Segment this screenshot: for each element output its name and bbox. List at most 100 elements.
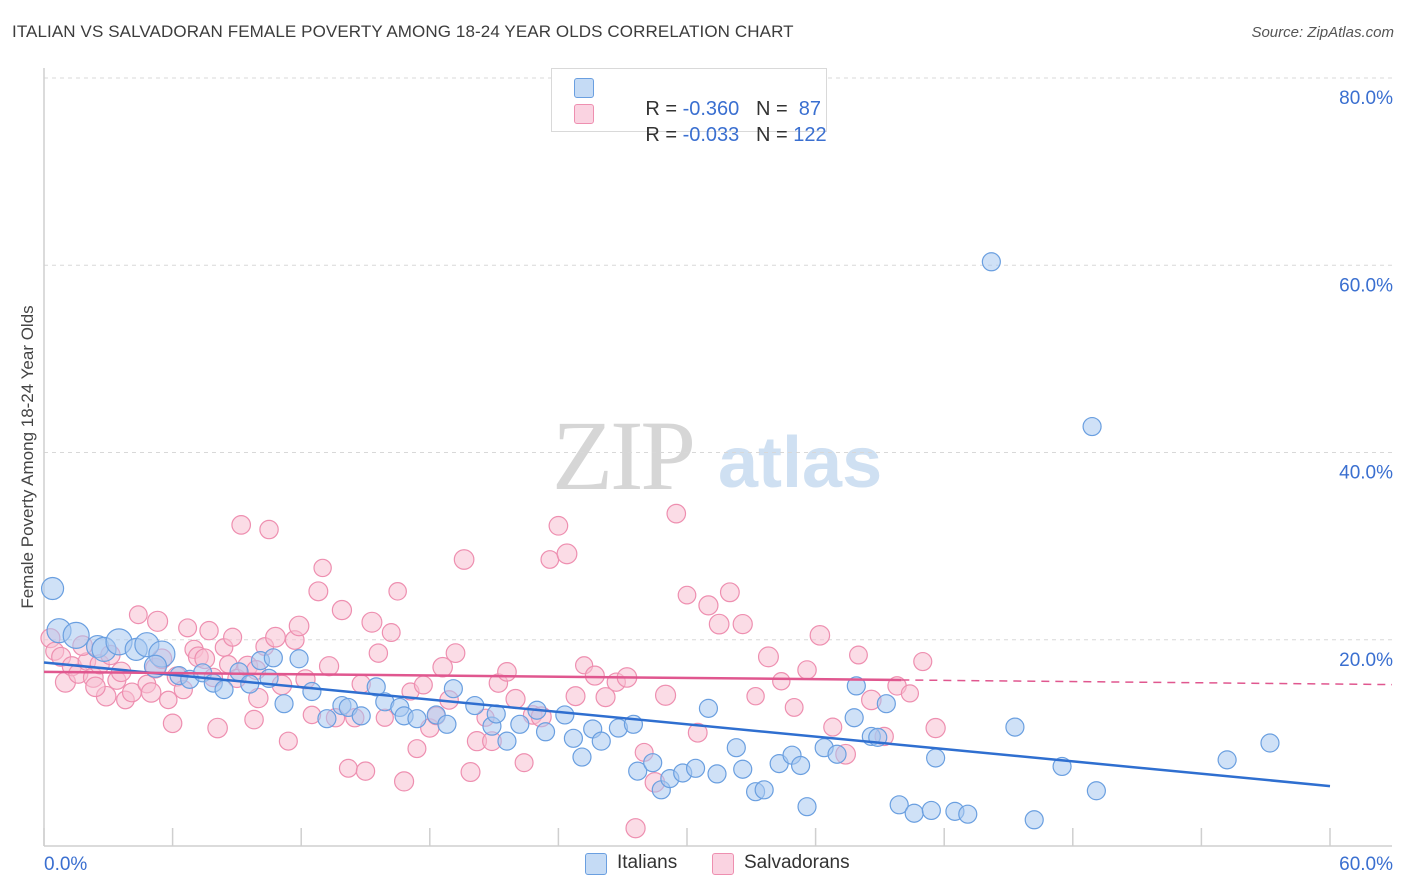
italian-point (407, 709, 427, 729)
italians-swatch (574, 78, 594, 98)
salvadoran-point (900, 684, 920, 703)
source-label: Source: ZipAtlas.com (1251, 24, 1394, 41)
italian-point (707, 764, 727, 784)
y-axis-title: Female Poverty Among 18-24 Year Olds (18, 305, 37, 608)
salvadoran-point (381, 623, 401, 643)
italian-point (889, 795, 909, 815)
italian-point (289, 649, 309, 669)
y-tick-label: 40.0% (1339, 463, 1393, 484)
salvadoran-point (407, 739, 427, 759)
salvadoran-point (505, 688, 526, 710)
italian-point (958, 804, 978, 824)
salvadoran-point (199, 620, 219, 641)
trend-lines (43, 661, 1393, 788)
italian-point (1024, 810, 1044, 830)
italian-point (563, 728, 584, 748)
italian-point (62, 621, 90, 649)
salvadoran-point (361, 611, 383, 633)
salvadoran-point (746, 686, 765, 706)
salvadoran-point (556, 543, 578, 565)
salvadoran-point (265, 626, 286, 648)
salvadorans-n-label: N = (755, 124, 794, 146)
salvadoran-point (288, 615, 310, 637)
italian-point (685, 758, 706, 778)
salvadoran-point (159, 690, 178, 710)
salvadoran-point (445, 643, 466, 664)
salvadoran-point (719, 582, 740, 603)
x-tick-label: 60.0% (1339, 854, 1393, 875)
salvadoran-point (375, 708, 394, 727)
salvadoran-point (388, 582, 407, 601)
salvadoran-point (231, 515, 252, 535)
italians-legend-swatch (585, 853, 607, 875)
italian-point (555, 705, 575, 725)
italian-point (726, 738, 746, 758)
salvadoran-point (178, 618, 198, 638)
italian-point (797, 797, 817, 817)
salvadoran-point (666, 503, 687, 524)
italian-point (733, 759, 753, 779)
salvadoran-point (259, 519, 279, 540)
italian-point (443, 679, 463, 699)
salvadoran-point (413, 675, 433, 695)
salvadoran-point (278, 731, 298, 751)
salvadoran-point (460, 762, 481, 783)
italian-point (535, 722, 556, 742)
salvadoran-point (595, 687, 616, 708)
salvadoran-point (162, 713, 183, 734)
italians-n-label: N = (755, 98, 794, 120)
axis-labels: 20.0% 40.0% 60.0% 80.0% 0.0% 60.0% Female Pove… (18, 88, 1393, 875)
salvadoran-point (432, 656, 453, 678)
salvadoran-point (497, 661, 517, 682)
correlation-legend: R = -0.360 N = 87 R = -0.033 N = 122 (551, 68, 827, 146)
salvadoran-point (708, 613, 730, 635)
salvadoran-point (584, 665, 605, 686)
y-tick-label: 60.0% (1339, 275, 1393, 296)
data-points (40, 252, 1280, 839)
salvadorans-r-value: -0.033 (682, 124, 740, 146)
chart-title: ITALIAN VS SALVADORAN FEMALE POVERTY AMO… (12, 22, 794, 41)
salvadoran-point (318, 656, 340, 677)
salvadoran-point (677, 585, 697, 605)
x-tick-label: 0.0% (44, 854, 87, 875)
y-tick-label: 20.0% (1339, 650, 1393, 671)
italian-point (846, 676, 866, 696)
italian-point (926, 748, 946, 768)
axes (43, 68, 1392, 847)
italian-point (437, 714, 457, 734)
salvadoran-point (565, 686, 586, 707)
y-tick-label: 80.0% (1339, 88, 1393, 109)
italian-point (214, 680, 234, 700)
italian-point (591, 731, 611, 751)
italian-point (1082, 416, 1102, 437)
salvadoran-point (687, 722, 708, 743)
salvadoran-point (244, 709, 264, 730)
salvadorans-r-label: R = (645, 124, 683, 146)
italian-point (317, 709, 337, 729)
salvadorans-trend-extension (901, 679, 1393, 686)
italian-point (1005, 717, 1025, 737)
salvadoran-point (849, 645, 868, 665)
italian-point (497, 731, 517, 751)
salvadoran-point (784, 697, 804, 717)
italian-point (628, 761, 648, 781)
italian-point (921, 800, 941, 821)
italians-r-value: -0.360 (682, 98, 740, 120)
salvadoran-point (514, 753, 534, 773)
salvadoran-point (338, 758, 358, 778)
italian-point (1086, 781, 1106, 801)
salvadoran-point (809, 625, 831, 646)
italians-legend-label: Italians (617, 852, 678, 873)
salvadoran-point (147, 610, 169, 632)
salvadoran-point (925, 717, 946, 739)
salvadoran-point (654, 684, 677, 706)
salvadorans-swatch (574, 104, 594, 124)
italians-n-value: 87 (793, 98, 822, 120)
series-legend: Italians Salvadorans (0, 850, 1406, 880)
salvadoran-point (207, 717, 228, 739)
salvadoran-point (140, 682, 162, 703)
salvadoran-point (772, 671, 791, 691)
italian-point (1217, 750, 1237, 770)
italian-point (351, 706, 371, 726)
italian-point (366, 677, 386, 697)
